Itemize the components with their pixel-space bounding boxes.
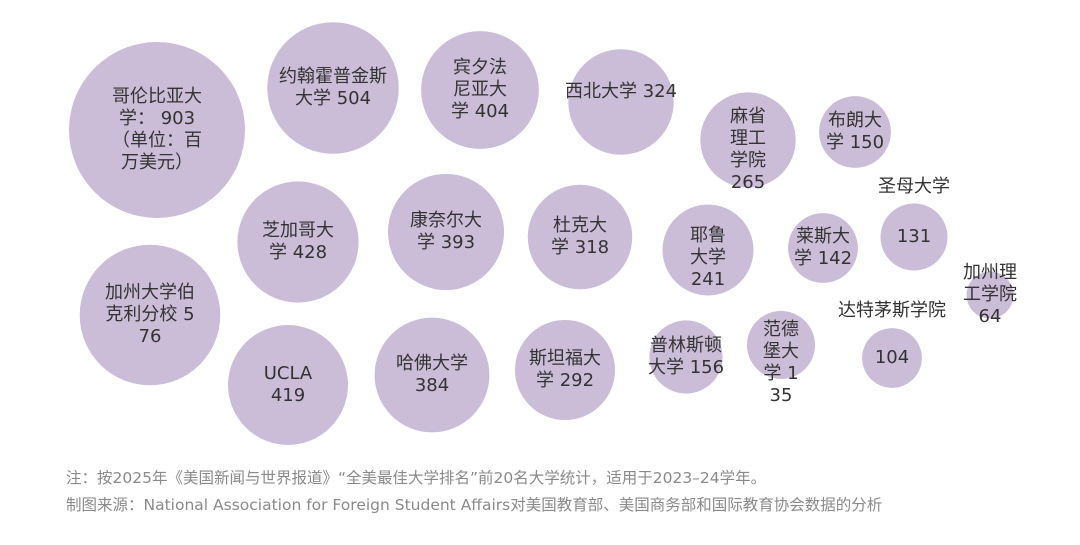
bubble-name: 麻省理工学院 <box>730 106 766 171</box>
bubble-value: 419 <box>270 385 306 406</box>
bubble-value: 156 <box>689 357 725 378</box>
bubble-name: UCLA <box>263 363 313 384</box>
bubble <box>746 310 816 380</box>
bubble <box>862 328 922 388</box>
bubble <box>267 22 399 154</box>
bubble-value: 142 <box>817 248 853 269</box>
bubble <box>69 42 245 218</box>
bubble-value: 393 <box>440 232 476 253</box>
source: 制图来源：National Association for Foreign St… <box>66 496 883 514</box>
bubble-value: 241 <box>690 269 726 290</box>
bubble <box>649 320 723 394</box>
bubble <box>79 244 221 386</box>
bubble-name: 布朗大学 <box>825 110 882 153</box>
bubble-value: 150 <box>849 132 885 153</box>
bubble-label: 麻省理工学院 265 <box>726 106 770 194</box>
bubble-label: 104 <box>862 347 922 369</box>
bubble-value: 903 <box>160 108 196 129</box>
bubble-value: 428 <box>292 242 328 263</box>
bubble <box>700 92 796 188</box>
bubble <box>421 31 539 149</box>
bubble <box>374 317 490 433</box>
bubble-label: 布朗大学 150 <box>825 110 885 154</box>
bubble-name: 哥伦比亚大学： <box>112 86 202 129</box>
bubble-name: 圣母大学 <box>878 176 950 197</box>
bubble <box>880 203 948 271</box>
bubble-value: 104 <box>874 347 910 368</box>
bubble-value: 292 <box>559 370 595 391</box>
bubble-name: 斯坦福大学 <box>529 348 601 391</box>
bubble-label: 约翰霍普金斯大学 504 <box>274 66 392 110</box>
bubble-label: 哈佛大学 384 <box>392 353 472 397</box>
bubble-name: 宾夕法尼亚大学 <box>450 57 507 122</box>
bubble-name: 加州理工学院 <box>963 262 1017 305</box>
bubble-name: 康奈尔大学 <box>410 210 482 253</box>
bubble-value: 576 <box>138 304 195 347</box>
bubble-label: 范德堡大学 135 <box>759 319 803 407</box>
bubble-name: 普林斯顿大学 <box>647 335 722 378</box>
bubble-name: 西北大学 <box>564 81 637 102</box>
bubble-name: 达特茅斯学院 <box>838 300 946 321</box>
bubble-label: 康奈尔大学 393 <box>406 210 486 254</box>
bubble <box>228 325 348 445</box>
bubble-value: 318 <box>574 237 610 258</box>
bubble-value: 404 <box>474 101 510 122</box>
bubble <box>527 184 633 290</box>
bubble-name: 哈佛大学 <box>396 353 468 374</box>
bubble-label: 耶鲁大学 241 <box>686 225 730 291</box>
bubble-label: 宾夕法尼亚大学 404 <box>450 57 510 123</box>
unit-annotation: （单位：百万美元） <box>112 130 202 173</box>
bubble <box>387 173 505 291</box>
bubble-value: 131 <box>896 226 932 247</box>
bubble-label: 斯坦福大学 292 <box>525 348 605 392</box>
bubble <box>568 49 674 155</box>
bubble <box>237 181 359 303</box>
note: 注：按2025年《美国新闻与世界报道》“全美最佳大学排名”前20名大学统计，适用… <box>66 469 767 487</box>
bubble-name: 芝加哥大学 <box>262 220 334 263</box>
bubble-name: 杜克大学 <box>550 215 607 258</box>
bubble-value: 384 <box>414 375 450 396</box>
bubble-label: 加州大学伯克利分校 576 <box>100 282 200 348</box>
bubble-value: 64 <box>978 306 1002 327</box>
bubble-label: 哥伦比亚大学： 903（单位：百万美元） <box>107 86 207 174</box>
bubble-label: 131 <box>884 226 944 248</box>
bubble-value: 324 <box>642 81 678 102</box>
bubble-value: 265 <box>730 172 766 193</box>
bubble-label: 加州理工学院 64 <box>960 262 1020 328</box>
bubble-name: 约翰霍普金斯大学 <box>279 66 387 109</box>
bubble-value: 504 <box>336 88 372 109</box>
bubble-label: 西北大学 324 <box>556 81 686 103</box>
bubble <box>788 213 858 283</box>
bubble-name: 加州大学伯克利分校 <box>105 282 195 325</box>
bubble-name: 莱斯大学 <box>793 226 850 269</box>
bubble <box>662 204 754 296</box>
bubble-label: 杜克大学 318 <box>550 215 610 259</box>
bubble-label: 芝加哥大学 428 <box>258 220 338 264</box>
bubble-value: 135 <box>769 363 799 406</box>
bubble-label: 普林斯顿大学 156 <box>642 335 730 379</box>
bubble <box>514 319 616 421</box>
bubble <box>819 96 891 168</box>
bubble <box>966 271 1014 319</box>
bubble-label: 莱斯大学 142 <box>793 226 853 270</box>
bubble-name: 耶鲁大学 <box>690 225 726 268</box>
bubble-name: 范德堡大学 <box>763 319 799 384</box>
bubble-label: UCLA 419 <box>263 363 313 407</box>
